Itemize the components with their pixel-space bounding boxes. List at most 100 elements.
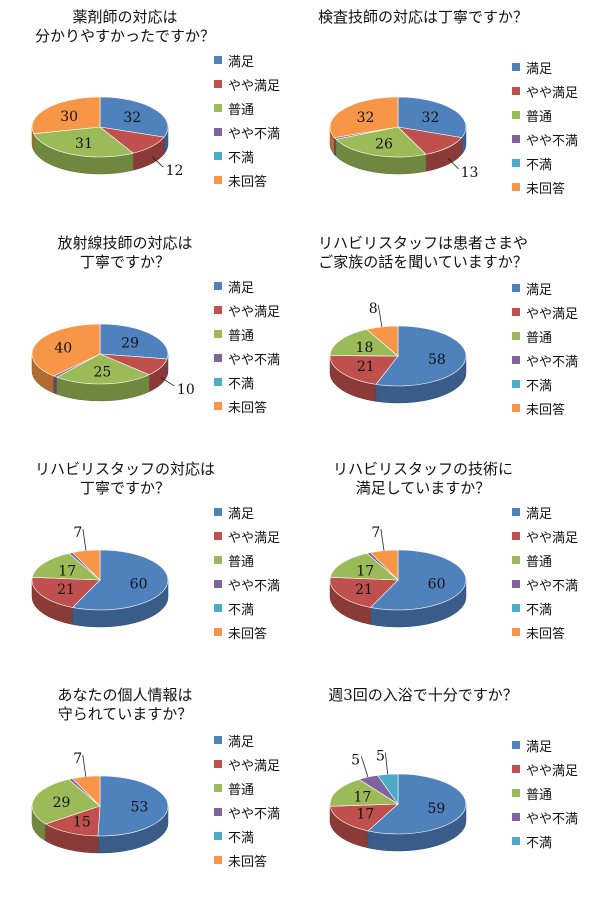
legend-item: やや満足 — [214, 298, 280, 322]
legend-label: 満足 — [526, 279, 552, 298]
slice-value-label: 7 — [73, 525, 82, 541]
legend-item: 普通 — [214, 322, 280, 346]
slice-value-label: 32 — [123, 110, 141, 126]
legend-swatch — [214, 80, 222, 88]
legend-item: 満足 — [512, 276, 578, 300]
legend-swatch — [512, 837, 520, 845]
slice-value-label: 15 — [73, 814, 91, 830]
legend-swatch — [214, 808, 222, 816]
chart-legend: 満足やや満足普通やや不満不満未回答 — [512, 500, 578, 644]
legend-item: 普通 — [512, 103, 578, 127]
legend-item: やや不満 — [512, 572, 578, 596]
legend-label: 未回答 — [228, 851, 267, 870]
legend-swatch — [214, 736, 222, 744]
legend-swatch — [214, 104, 222, 112]
legend-label: 満足 — [526, 736, 552, 755]
legend-label: やや満足 — [228, 755, 280, 774]
legend-item: やや満足 — [214, 524, 280, 548]
chart-legend: 満足やや満足普通やや不満不満未回答 — [214, 48, 280, 192]
legend-label: 不満 — [526, 375, 552, 394]
legend-item: 普通 — [214, 548, 280, 572]
legend-swatch — [214, 580, 222, 588]
legend-item: 満足 — [214, 500, 280, 524]
legend-item: 不満 — [512, 596, 578, 620]
legend-swatch — [512, 284, 520, 292]
slice-value-label: 25 — [93, 364, 111, 380]
slice-value-label: 40 — [54, 341, 72, 357]
legend-item: 未回答 — [512, 396, 578, 420]
legend-swatch — [214, 176, 222, 184]
legend-swatch — [214, 508, 222, 516]
legend-swatch — [512, 111, 520, 119]
legend-label: やや不満 — [526, 575, 578, 594]
slice-value-label: 21 — [57, 582, 75, 598]
legend-swatch — [512, 87, 520, 95]
leader-line — [385, 752, 387, 774]
slice-value-label: 60 — [130, 577, 148, 593]
legend-label: 満足 — [228, 277, 254, 296]
legend-swatch — [214, 856, 222, 864]
legend-label: 未回答 — [228, 623, 267, 642]
slice-value-label: 7 — [73, 751, 82, 767]
legend-swatch — [512, 135, 520, 143]
leader-line — [381, 529, 384, 551]
legend-item: 普通 — [512, 548, 578, 572]
slice-value-label: 59 — [427, 801, 445, 817]
legend-label: 満足 — [228, 731, 254, 750]
legend-swatch — [512, 183, 520, 191]
legend-swatch — [512, 63, 520, 71]
legend-item: 未回答 — [214, 848, 280, 872]
legend-label: 普通 — [526, 551, 552, 570]
legend-item: 普通 — [214, 776, 280, 800]
leader-line — [83, 529, 86, 551]
legend-swatch — [214, 556, 222, 564]
pie-slice-side — [54, 376, 57, 394]
chart-legend: 満足やや満足普通やや不満不満未回答 — [214, 500, 280, 644]
legend-swatch — [214, 604, 222, 612]
legend-swatch — [214, 306, 222, 314]
slice-value-label: 26 — [375, 136, 393, 152]
legend-item: 満足 — [214, 48, 280, 72]
legend-label: 未回答 — [228, 397, 267, 416]
legend-item: 満足 — [214, 274, 280, 298]
slice-value-label: 17 — [356, 807, 374, 823]
legend-label: 普通 — [228, 779, 254, 798]
legend-swatch — [512, 508, 520, 516]
legend-item: 不満 — [214, 824, 280, 848]
chart-legend: 満足やや満足普通やや不満不満未回答 — [512, 276, 578, 420]
legend-label: やや満足 — [228, 75, 280, 94]
legend-swatch — [214, 56, 222, 64]
legend-item: 普通 — [214, 96, 280, 120]
legend-label: やや満足 — [526, 82, 578, 101]
legend-item: 不満 — [214, 144, 280, 168]
slice-value-label: 5 — [376, 748, 385, 764]
legend-swatch — [512, 404, 520, 412]
slice-value-label: 8 — [369, 301, 378, 317]
legend-item: やや不満 — [512, 127, 578, 151]
legend-swatch — [214, 760, 222, 768]
legend-label: 普通 — [228, 325, 254, 344]
slice-value-label: 10 — [177, 382, 195, 398]
leader-line — [378, 305, 382, 327]
legend-swatch — [512, 532, 520, 540]
legend-swatch — [512, 604, 520, 612]
legend-item: 満足 — [214, 728, 280, 752]
slice-value-label: 29 — [53, 795, 71, 811]
legend-label: やや満足 — [526, 303, 578, 322]
legend-item: 満足 — [512, 500, 578, 524]
legend-swatch — [214, 128, 222, 136]
legend-label: やや満足 — [526, 527, 578, 546]
slice-value-label: 17 — [58, 563, 76, 579]
legend-item: やや満足 — [512, 300, 578, 324]
legend-swatch — [512, 356, 520, 364]
legend-label: やや満足 — [228, 527, 280, 546]
legend-label: やや不満 — [228, 349, 280, 368]
legend-label: やや不満 — [526, 351, 578, 370]
legend-label: 満足 — [526, 58, 552, 77]
legend-label: 満足 — [228, 503, 254, 522]
